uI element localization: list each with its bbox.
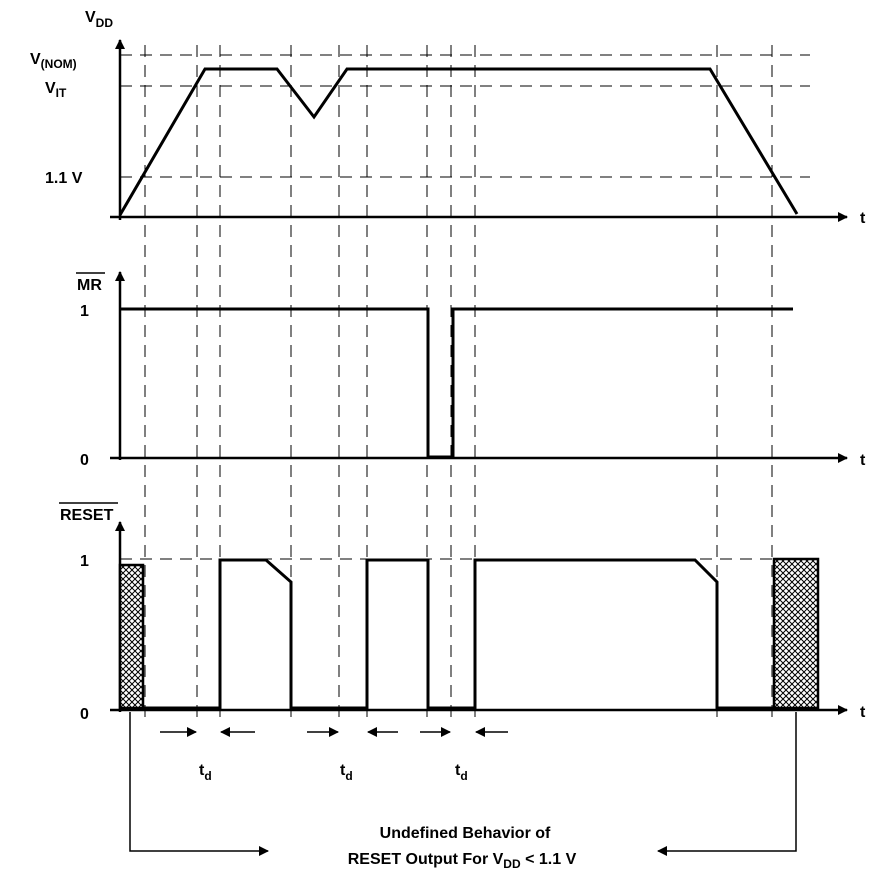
vdd-waveform	[118, 67, 799, 216]
vit-label: VIT	[45, 80, 67, 100]
reset-panel: RESET 1 0 t	[59, 502, 866, 723]
mr-axis-label: MR	[77, 277, 102, 294]
reset-axis-label: RESET	[60, 507, 114, 524]
delay-markers: td td td	[160, 727, 508, 783]
reset-level-0: 0	[80, 706, 89, 723]
mr-panel: MR 1 0 t	[76, 271, 866, 469]
vnom-label: V(NOM)	[30, 51, 77, 71]
note-line-1: Undefined Behavior of	[380, 825, 551, 842]
mr-level-1: 1	[80, 303, 89, 320]
reset-time-label: t	[860, 704, 866, 721]
undefined-region-right	[772, 557, 820, 710]
td1-label: td	[199, 762, 212, 783]
note-left-pointer	[129, 712, 269, 856]
note-right-pointer	[657, 712, 797, 856]
undefined-behavior-note: Undefined Behavior of RESET Output For V…	[129, 712, 797, 871]
vertical-guides	[144, 45, 773, 720]
reset-waveform	[143, 558, 774, 710]
mr-waveform	[120, 307, 793, 459]
vdd-panel: VDD V(NOM) VIT 1.1 V t	[30, 9, 866, 227]
vdd-axis-label: VDD	[85, 9, 113, 30]
note-line-2: RESET Output For VDD < 1.1 V	[348, 851, 577, 871]
undefined-region-left	[118, 563, 145, 710]
horizontal-guides	[120, 54, 810, 560]
vdd-time-label: t	[860, 210, 866, 227]
mr-level-0: 0	[80, 452, 89, 469]
td3-label: td	[455, 762, 468, 783]
mr-time-label: t	[860, 452, 866, 469]
td2-label: td	[340, 762, 353, 783]
v11-label: 1.1 V	[45, 170, 83, 187]
reset-level-1: 1	[80, 553, 89, 570]
